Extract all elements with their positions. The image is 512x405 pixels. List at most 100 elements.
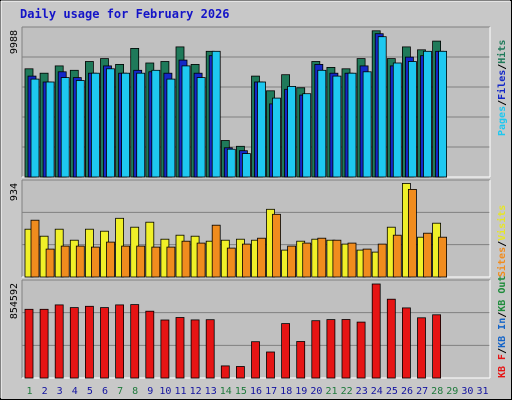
bar-pages-day-19	[302, 93, 312, 178]
x-tick-label-day-11: 11	[174, 386, 186, 397]
bar-pages-day-26	[407, 61, 417, 178]
x-tick-label-day-14: 14	[220, 386, 232, 397]
bar-kbytes-day-27	[417, 317, 426, 379]
legend-middle: Sites/Visits	[496, 205, 508, 277]
x-tick-label-day-17: 17	[265, 386, 277, 397]
bar-kbytes-day-6	[100, 307, 109, 379]
bar-sites-day-19	[302, 242, 312, 278]
x-tick-label-day-10: 10	[159, 386, 171, 397]
bar-pages-day-9	[151, 69, 161, 178]
legend-label-hits: Hits	[496, 40, 508, 64]
x-tick-label-day-26: 26	[401, 386, 413, 397]
legend-bottom: KB F/KB In/KB Out	[497, 276, 508, 378]
bar-kbytes-day-11	[175, 317, 185, 379]
bar-kbytes-day-22	[341, 319, 351, 379]
bar-sites-day-12	[196, 242, 206, 278]
bar-sites-day-11	[181, 240, 191, 278]
bar-sites-day-18	[287, 245, 297, 278]
bar-pages-day-15	[241, 153, 251, 178]
x-tick-label-day-2: 2	[42, 386, 48, 397]
bar-sites-day-14	[226, 247, 236, 278]
bar-kbytes-day-1	[24, 308, 34, 379]
x-tick-label-day-5: 5	[87, 386, 93, 397]
bar-sites-day-6	[106, 241, 115, 278]
bar-kbytes-day-9	[145, 310, 155, 379]
legend-top-separator: /	[497, 100, 508, 106]
bar-pages-day-14	[226, 148, 236, 178]
x-tick-label-day-24: 24	[371, 386, 383, 397]
x-tick-label-day-1: 1	[26, 386, 32, 397]
x-tick-label-day-27: 27	[416, 386, 428, 397]
bar-pages-day-23	[362, 71, 372, 178]
bar-pages-day-3	[60, 77, 70, 178]
legend-label-kb-out: KB Out	[497, 276, 508, 312]
bar-pages-day-13	[211, 50, 221, 178]
bar-sites-day-4	[75, 245, 85, 278]
bar-sites-day-13	[211, 224, 221, 278]
bar-sites-day-21	[332, 239, 342, 278]
bar-kbytes-day-12	[190, 319, 200, 379]
bar-kbytes-day-20	[311, 320, 321, 379]
bar-pages-day-18	[287, 86, 297, 178]
bar-kbytes-day-8	[130, 304, 140, 379]
legend-label-kb-f: KB F	[497, 354, 508, 378]
bar-pages-day-6	[106, 68, 115, 178]
x-tick-label-day-13: 13	[205, 386, 217, 397]
x-tick-label-day-28: 28	[431, 386, 443, 397]
x-tick-label-day-4: 4	[72, 386, 78, 397]
bar-kbytes-day-26	[401, 307, 411, 379]
bar-pages-day-11	[181, 65, 191, 178]
bar-sites-day-24	[377, 243, 387, 278]
x-tick-label-day-23: 23	[356, 386, 368, 397]
bar-sites-day-16	[257, 237, 266, 278]
bar-pages-day-5	[91, 72, 100, 178]
x-tick-label-day-19: 19	[295, 386, 307, 397]
bar-sites-day-17	[272, 213, 281, 278]
bar-pages-day-27	[423, 50, 432, 178]
x-tick-label-day-29: 29	[446, 386, 458, 397]
bar-sites-day-5	[91, 246, 100, 278]
bar-sites-day-9	[151, 246, 161, 278]
bar-sites-day-20	[317, 237, 327, 278]
x-tick-label-day-16: 16	[250, 386, 262, 397]
bar-kbytes-day-18	[281, 323, 291, 379]
x-tick-label-day-25: 25	[386, 386, 398, 397]
x-tick-label-day-9: 9	[147, 386, 153, 397]
bar-sites-day-23	[362, 248, 372, 278]
bar-pages-day-7	[121, 72, 130, 178]
bar-kbytes-day-3	[54, 304, 64, 379]
bar-sites-day-10	[166, 246, 176, 278]
x-tick-label-day-12: 12	[190, 386, 202, 397]
x-tick-label-day-31: 31	[476, 386, 488, 397]
bar-pages-day-24	[377, 36, 387, 178]
bar-kbytes-day-19	[296, 341, 306, 379]
bar-kbytes-day-24	[371, 283, 381, 379]
bar-sites-day-2	[45, 248, 55, 278]
legend-label-pages: Pages	[497, 106, 508, 136]
bar-kbytes-day-17	[266, 351, 275, 379]
bar-pages-day-1	[30, 78, 40, 178]
bar-pages-day-2	[45, 81, 55, 178]
bar-sites-day-22	[347, 242, 357, 278]
x-tick-label-day-22: 22	[341, 386, 353, 397]
bar-pages-day-8	[136, 72, 146, 178]
bar-pages-day-28	[438, 50, 448, 178]
bar-pages-day-16	[257, 81, 266, 178]
bar-kbytes-day-5	[85, 305, 94, 379]
bar-sites-day-26	[407, 188, 417, 278]
x-tick-label-day-3: 3	[57, 386, 63, 397]
x-tick-label-day-20: 20	[310, 386, 322, 397]
max-label-middle: 934	[9, 183, 20, 201]
bar-pages-day-21	[332, 75, 342, 178]
bar-pages-day-17	[272, 97, 281, 178]
legend-label-files: Files	[496, 70, 508, 100]
bar-kbytes-day-7	[115, 304, 124, 379]
bar-pages-day-10	[166, 78, 176, 178]
x-tick-label-day-6: 6	[102, 386, 108, 397]
bar-sites-day-28	[438, 236, 448, 278]
max-label-bottom: 854592	[9, 283, 20, 319]
bar-kbytes-day-13	[205, 319, 215, 379]
bar-kbytes-day-23	[356, 321, 366, 379]
bar-kbytes-day-10	[160, 319, 170, 379]
